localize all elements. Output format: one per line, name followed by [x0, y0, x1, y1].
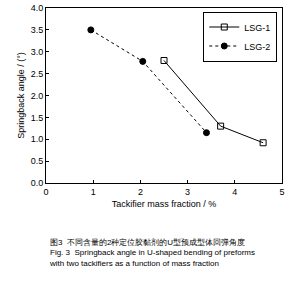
svg-text:LSG-1: LSG-1 [244, 23, 270, 33]
svg-text:4: 4 [232, 187, 237, 197]
svg-text:1.0: 1.0 [31, 134, 44, 144]
svg-text:1: 1 [91, 187, 96, 197]
svg-text:5: 5 [279, 187, 284, 197]
svg-text:3: 3 [185, 187, 190, 197]
svg-text:2.0: 2.0 [31, 91, 44, 101]
svg-text:0: 0 [43, 187, 48, 197]
svg-text:LSG-2: LSG-2 [244, 42, 270, 52]
svg-text:图3 不同含量的2种定位胶黏剂的U型预成型体回弹角度Fig: 图3 不同含量的2种定位胶黏剂的U型预成型体回弹角度Fig. 3 Springb… [49, 238, 255, 268]
svg-text:4.0: 4.0 [31, 3, 44, 13]
svg-text:0.5: 0.5 [31, 156, 44, 166]
svg-text:2.5: 2.5 [31, 69, 44, 79]
svg-text:3.5: 3.5 [31, 25, 44, 35]
svg-text:Tackifier mass fraction / %: Tackifier mass fraction / % [112, 199, 217, 209]
svg-text:2: 2 [138, 187, 143, 197]
svg-text:1.5: 1.5 [31, 113, 44, 123]
svg-text:3.0: 3.0 [31, 47, 44, 57]
svg-text:Springback angle / (°): Springback angle / (°) [16, 52, 26, 139]
svg-text:0.0: 0.0 [31, 178, 44, 188]
